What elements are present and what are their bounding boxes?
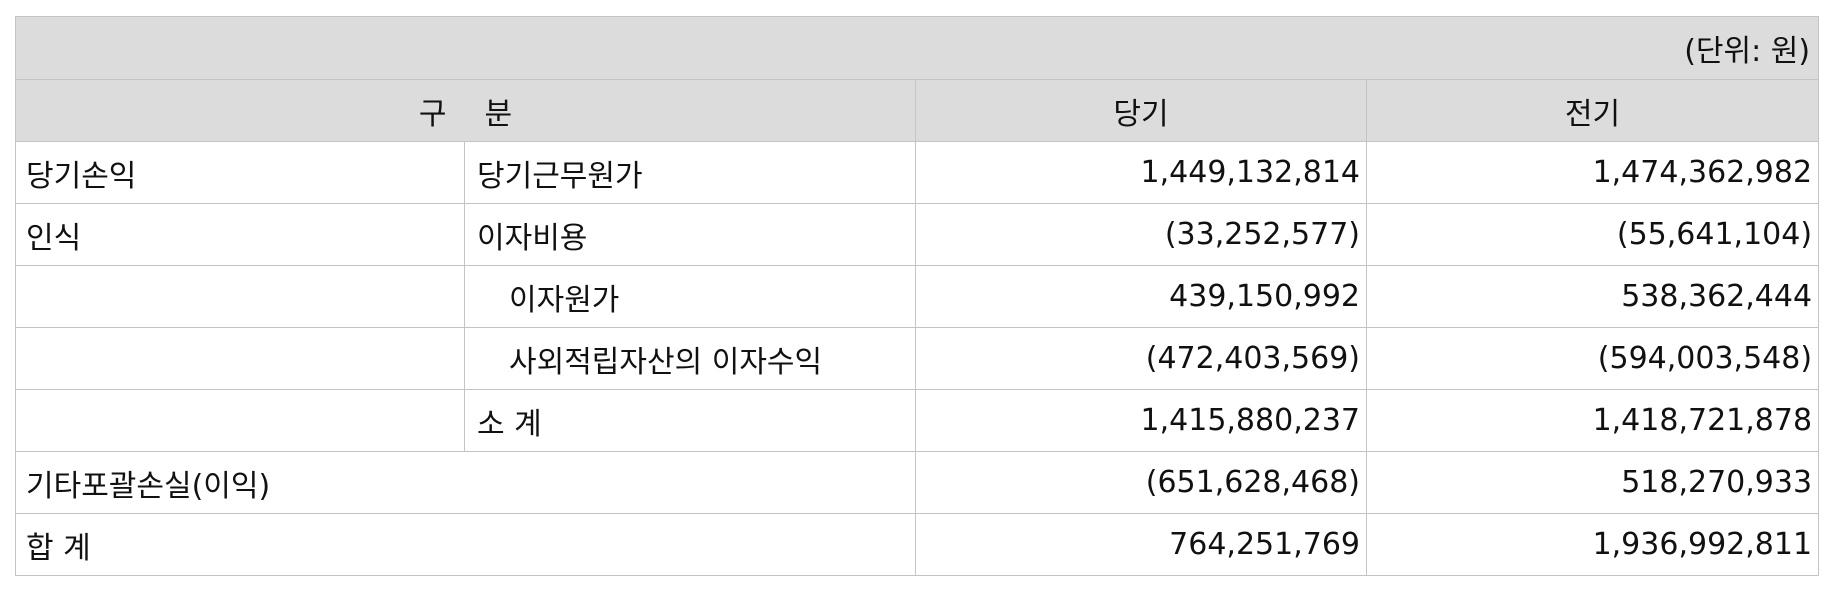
item-label: 이자비용 [464,203,916,266]
header-current: 당기 [915,79,1367,142]
table-row: 당기손익 당기근무원가 1,449,132,814 1,474,362,982 [15,141,1820,204]
item-label: 이자원가 [464,265,916,328]
header-category: 구 분 [15,79,916,142]
expense-table-container: (단위: 원) 구 분 당기 전기 당기손익 당기근무원가 1,449,132,… [14,16,1820,576]
retirement-expense-table: (단위: 원) 구 분 당기 전기 당기손익 당기근무원가 1,449,132,… [14,16,1820,576]
table-row: 소 계 1,415,880,237 1,418,721,878 [15,389,1820,452]
prior-value: 538,362,444 [1365,265,1820,328]
total-row: 합 계 764,251,769 1,936,992,811 [15,513,1820,576]
unit-row: (단위: 원) [14,16,1820,80]
header-prior: 전기 [1365,79,1820,142]
prior-value: 1,418,721,878 [1365,389,1820,452]
oci-current-value: (651,628,468) [915,451,1367,514]
group-label: 당기손익 [15,141,465,204]
current-value: 439,150,992 [915,265,1367,328]
group-label [15,265,465,328]
header-row: 구 분 당기 전기 [15,79,1820,142]
prior-value: (594,003,548) [1365,327,1820,390]
group-label [15,389,465,452]
prior-value: (55,641,104) [1365,203,1820,266]
total-prior-value: 1,936,992,811 [1365,513,1820,576]
group-label: 인식 [15,203,465,266]
total-label: 합 계 [15,513,916,576]
item-label: 당기근무원가 [464,141,916,204]
item-label: 사외적립자산의 이자수익 [464,327,916,390]
group-label [15,327,465,390]
oci-prior-value: 518,270,933 [1365,451,1820,514]
table-row: 사외적립자산의 이자수익 (472,403,569) (594,003,548) [15,327,1820,390]
table-row: 인식 이자비용 (33,252,577) (55,641,104) [15,203,1820,266]
table-row: 이자원가 439,150,992 538,362,444 [15,265,1820,328]
oci-label: 기타포괄손실(이익) [15,451,916,514]
current-value: 1,449,132,814 [915,141,1367,204]
current-value: 1,415,880,237 [915,389,1367,452]
current-value: (33,252,577) [915,203,1367,266]
unit-note: (단위: 원) [14,16,1820,80]
item-label: 소 계 [464,389,916,452]
oci-row: 기타포괄손실(이익) (651,628,468) 518,270,933 [15,451,1820,514]
total-current-value: 764,251,769 [915,513,1367,576]
current-value: (472,403,569) [915,327,1367,390]
prior-value: 1,474,362,982 [1365,141,1820,204]
